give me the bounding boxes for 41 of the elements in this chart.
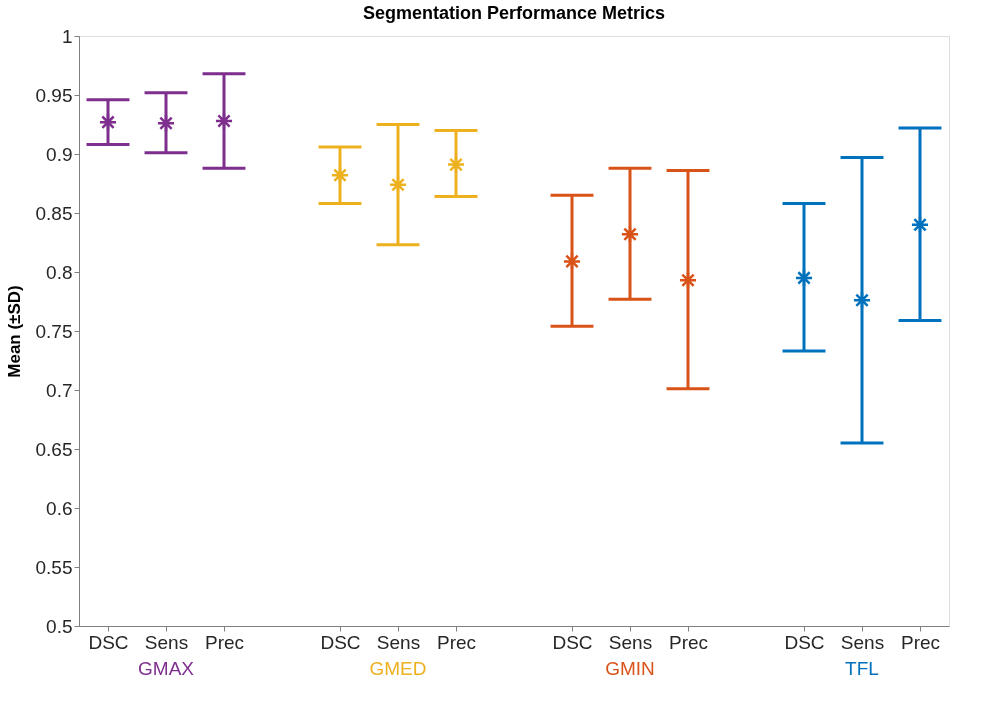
y-tick-label: 0.95: [35, 84, 73, 106]
y-tick-label: 0.7: [46, 379, 73, 401]
point: [794, 268, 814, 288]
y-tick-label: 0.85: [35, 202, 73, 224]
y-tick-label: 1: [61, 25, 73, 47]
y-tick-label: 0.6: [46, 497, 73, 519]
text: GMED: [369, 658, 427, 679]
x-tick-label: Sens: [144, 631, 189, 653]
x-tick-label: Sens: [608, 631, 653, 653]
point: [678, 270, 698, 290]
chart-title: Segmentation Performance Metrics: [362, 3, 666, 23]
point: [910, 215, 930, 235]
y-tick-label: 0.5: [46, 615, 73, 637]
x-tick-label: DSC: [552, 631, 593, 653]
x-tick-label: Prec: [436, 631, 477, 653]
x-tick-label: Prec: [668, 631, 709, 653]
point: [98, 112, 118, 132]
x-tick-label: Prec: [900, 631, 941, 653]
y-tick-label: 0.55: [35, 556, 73, 578]
point: [852, 291, 872, 310]
y-tick-label: 0.75: [35, 320, 73, 342]
point: [388, 175, 408, 194]
point: [156, 114, 176, 133]
y-tick-label: 0.65: [35, 438, 73, 460]
y-tick-label: 0.9: [46, 143, 73, 165]
point: [214, 111, 234, 131]
x-tick-label: Prec: [204, 631, 245, 653]
text: GMIN: [605, 658, 655, 679]
point: [620, 224, 640, 244]
y-tick-label: 0.8: [46, 261, 73, 283]
point: [562, 252, 582, 271]
text: GMAX: [138, 658, 195, 679]
x-tick-label: Sens: [376, 631, 421, 653]
text: TFL: [845, 658, 879, 679]
x-tick-label: DSC: [320, 631, 361, 653]
point: [330, 165, 350, 185]
x-tick-label: Sens: [840, 631, 885, 653]
x-tick-label: DSC: [784, 631, 825, 653]
point: [446, 155, 466, 174]
y-axis-title: Mean (±SD): [4, 285, 24, 378]
x-tick-label: DSC: [88, 631, 129, 653]
